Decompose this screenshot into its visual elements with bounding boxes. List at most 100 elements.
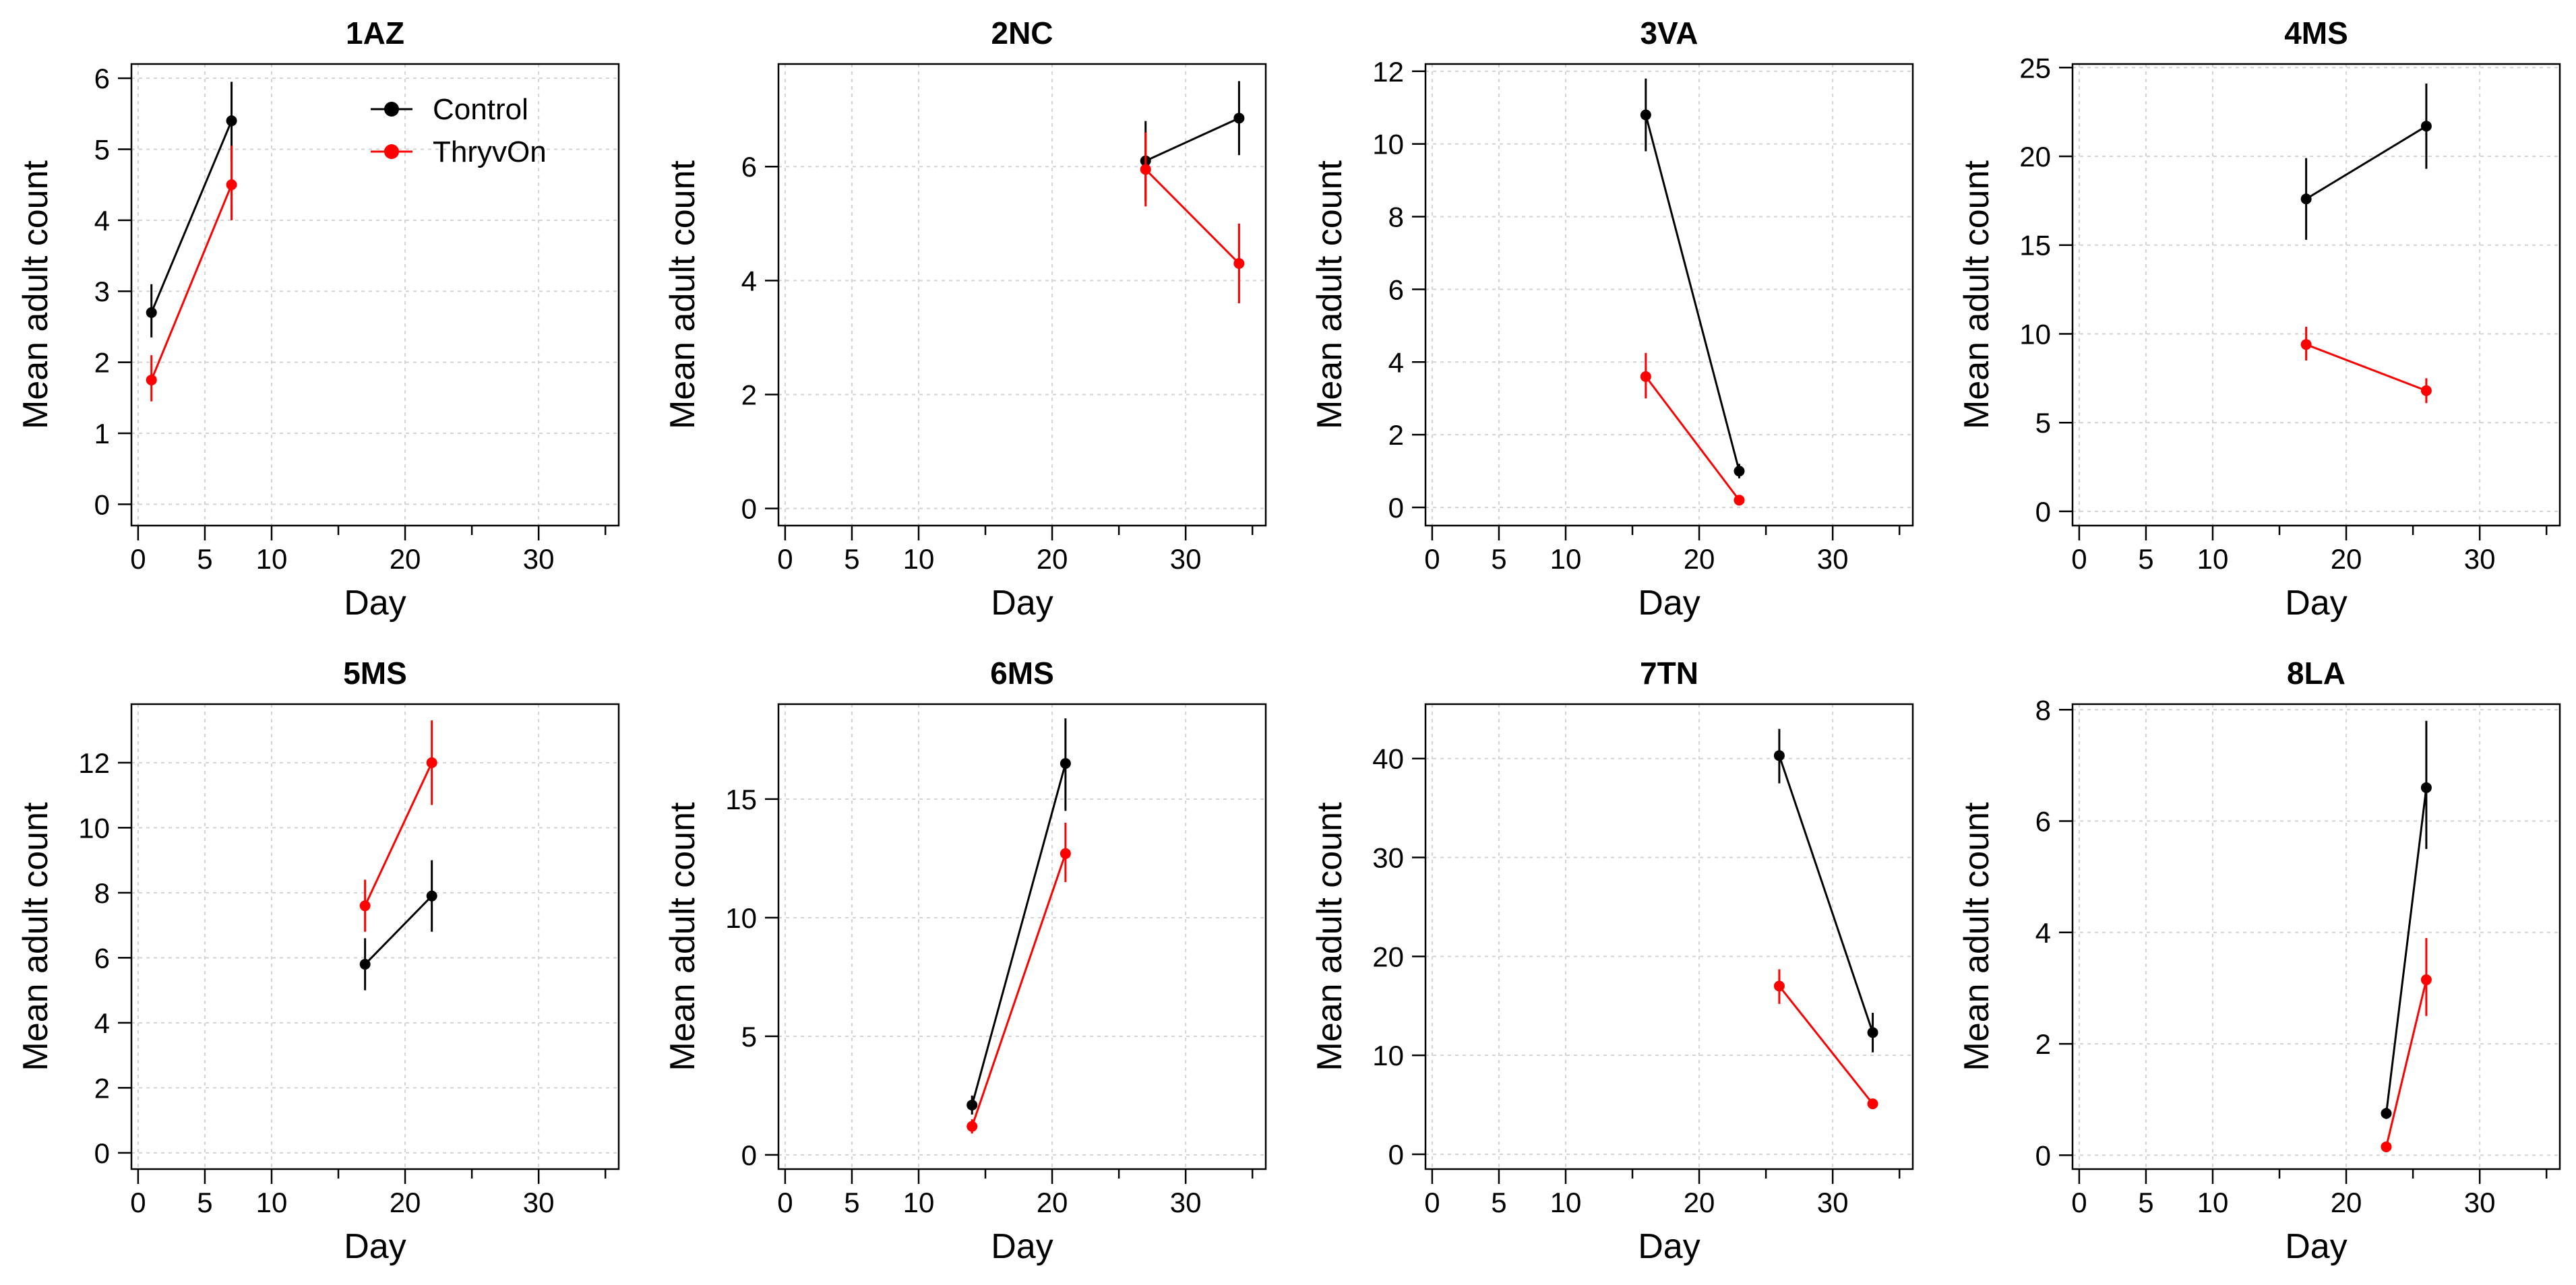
data-point	[1640, 109, 1651, 121]
y-tick-label: 2	[2035, 1028, 2051, 1060]
panel-title: 8LA	[2287, 656, 2345, 691]
x-axis-label: Day	[2285, 584, 2347, 623]
legend-swatch-marker	[384, 144, 399, 159]
x-tick-label: 20	[390, 543, 421, 575]
x-axis-label: Day	[991, 1227, 1053, 1266]
data-point	[359, 959, 371, 970]
series-line	[1645, 115, 1740, 472]
data-point	[2381, 1108, 2392, 1119]
x-axis-label: Day	[991, 584, 1053, 623]
x-tick-label: 10	[903, 543, 935, 575]
series-control	[2381, 720, 2432, 1119]
panel-title: 2NC	[991, 15, 1053, 51]
x-tick-label: 0	[130, 1187, 146, 1218]
y-tick-label: 10	[1372, 1040, 1404, 1071]
y-tick-label: 5	[94, 133, 110, 165]
data-point	[146, 307, 157, 318]
x-tick-label: 0	[130, 543, 146, 575]
legend-label: Control	[433, 93, 528, 126]
data-point	[1640, 371, 1651, 382]
y-axis-label: Mean adult count	[16, 802, 55, 1071]
y-tick-label: 4	[94, 205, 110, 237]
x-tick-label: 20	[2331, 1187, 2362, 1218]
x-tick-label: 10	[903, 1187, 935, 1218]
gridlines	[1425, 704, 1913, 1169]
legend: Control ThryvOn	[371, 93, 547, 168]
panel-title: 1AZ	[346, 15, 404, 51]
gridlines	[2073, 704, 2560, 1169]
y-axis-label: Mean adult count	[663, 802, 702, 1071]
y-tick-label: 0	[741, 1139, 757, 1171]
x-tick-label: 10	[2197, 1187, 2229, 1218]
y-tick-label: 8	[1388, 201, 1404, 233]
plot-frame	[1424, 703, 1914, 1170]
data-point	[1233, 113, 1245, 124]
x-tick-label: 0	[777, 543, 793, 575]
series-control	[1773, 728, 1878, 1053]
x-axis: 0 5 10 20 30	[2071, 526, 2548, 575]
panel-title: 6MS	[990, 656, 1054, 691]
plot-frame	[2071, 63, 2561, 527]
x-axis: 0 5 10 20 30	[2071, 1169, 2548, 1218]
y-axis: 0 5 10 15 20 25	[2019, 52, 2073, 528]
y-axis: 0 2 4 6 8 10 12	[78, 747, 131, 1169]
y-tick-label: 8	[2035, 694, 2051, 726]
x-tick-label: 0	[2071, 1187, 2087, 1218]
y-tick-label: 4	[94, 1007, 110, 1039]
y-axis-label: Mean adult count	[1310, 160, 1349, 429]
panel-title: 4MS	[2284, 15, 2348, 51]
data-point	[426, 890, 437, 902]
x-tick-label: 10	[1550, 1187, 1582, 1218]
panel-title: 7TN	[1640, 656, 1698, 691]
y-axis: 0 2 4 6	[741, 151, 778, 525]
y-tick-label: 5	[2035, 407, 2051, 439]
panel-4MS: 0 5 10 20 30 Day 0 5 10 15 20 25 Mean adult count 4MS	[1957, 15, 2561, 623]
plot-frame	[777, 703, 1267, 1170]
data-point	[146, 374, 157, 385]
data-point	[1060, 848, 1071, 859]
x-tick-label: 5	[2138, 543, 2153, 575]
panel-5MS: 0 5 10 20 30 Day 0 2 4 6 8 10 12 Mean adult count 5MS	[16, 656, 620, 1266]
x-tick-label: 30	[1170, 543, 1202, 575]
y-tick-label: 20	[1372, 941, 1404, 972]
series-thryvon	[146, 146, 237, 402]
y-tick-label: 0	[94, 1137, 110, 1169]
panel-title: 5MS	[343, 656, 407, 691]
x-tick-label: 5	[1491, 1187, 1506, 1218]
x-tick-label: 20	[1684, 543, 1715, 575]
series-line	[2385, 787, 2428, 1114]
x-axis: 0 5 10 20 30	[130, 526, 607, 575]
series-thryvon	[2300, 326, 2432, 404]
y-axis-label: Mean adult count	[1957, 160, 1996, 429]
y-tick-label: 4	[741, 265, 757, 296]
series-line	[1645, 375, 1740, 501]
panel-3VA: 0 5 10 20 30 Day 0 2 4 6 8 10 12 Mean adult count 3VA	[1310, 15, 1914, 623]
panel-2NC: 0 5 10 20 30 Day 0 2 4 6 Mean adult count 2NC	[663, 15, 1267, 623]
y-tick-label: 40	[1372, 743, 1404, 775]
y-tick-label: 12	[78, 747, 110, 779]
y-tick-label: 10	[725, 902, 757, 934]
data-point	[1060, 758, 1071, 770]
series-line	[1144, 168, 1240, 265]
series-line	[2305, 125, 2427, 200]
data-point	[426, 757, 437, 768]
data-point	[967, 1121, 978, 1132]
plot-frame	[130, 703, 620, 1170]
x-tick-label: 10	[256, 543, 288, 575]
x-tick-label: 0	[1424, 543, 1440, 575]
y-tick-label: 12	[1372, 56, 1404, 88]
x-axis-label: Day	[1638, 584, 1700, 623]
x-axis-label: Day	[344, 584, 406, 623]
gridlines	[778, 704, 1266, 1169]
data-point	[2381, 1141, 2392, 1152]
y-tick-label: 6	[2035, 806, 2051, 838]
x-axis: 0 5 10 20 30	[777, 526, 1254, 575]
series-line	[1778, 755, 1874, 1033]
x-tick-label: 30	[1817, 543, 1849, 575]
legend-swatch-marker	[384, 102, 399, 117]
y-tick-label: 8	[94, 877, 110, 909]
data-point	[1233, 257, 1245, 269]
series-thryvon	[1640, 352, 1745, 506]
series-thryvon	[1140, 132, 1245, 304]
series-line	[1145, 117, 1240, 162]
